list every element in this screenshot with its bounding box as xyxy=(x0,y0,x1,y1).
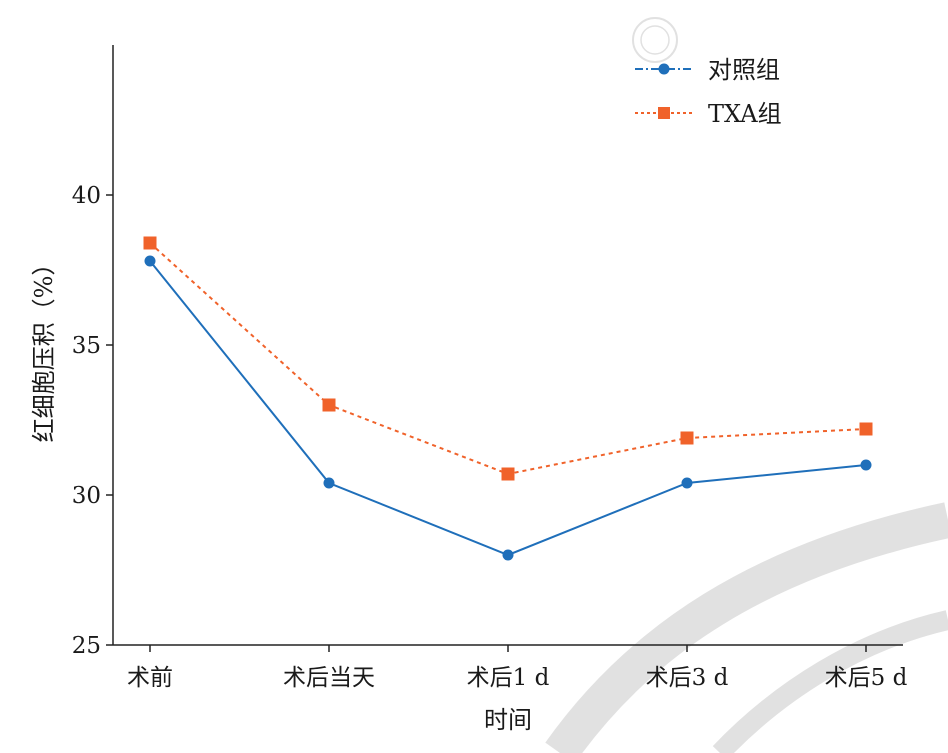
legend-marker-control xyxy=(658,63,670,75)
x-tick-label: 术后1 d xyxy=(467,665,550,691)
y-tick-label: 35 xyxy=(72,333,101,359)
data-point xyxy=(323,477,335,489)
y-tick-label: 40 xyxy=(72,183,101,209)
series-line xyxy=(149,242,867,476)
x-axis: 术前 术后当天 术后1 d 术后3 d 术后5 d xyxy=(113,644,908,691)
data-point xyxy=(502,549,514,561)
data-point xyxy=(143,236,157,250)
x-axis-title: 时间 xyxy=(484,706,532,734)
y-tick-label: 25 xyxy=(72,633,101,659)
y-axis-title: 红细胞压积（%） xyxy=(30,252,58,443)
series-layer xyxy=(143,236,873,561)
x-tick-label: 术后3 d xyxy=(646,665,729,691)
legend-label-txa: TXA组 xyxy=(708,100,782,128)
data-point xyxy=(680,431,694,445)
data-point xyxy=(322,398,336,412)
x-tick-label: 术后5 d xyxy=(825,665,908,691)
x-ticks: 术前 术后当天 术后1 d 术后3 d 术后5 d xyxy=(127,645,908,691)
watermark xyxy=(545,17,948,753)
y-ticks: 25 30 35 40 xyxy=(72,183,113,659)
y-axis: 25 30 35 40 xyxy=(72,45,114,659)
data-point xyxy=(501,467,515,481)
series-control xyxy=(144,255,872,561)
legend: 对照组 TXA组 xyxy=(635,56,782,128)
data-point xyxy=(860,459,872,471)
data-point xyxy=(144,255,156,267)
data-point xyxy=(859,422,873,436)
series-txa xyxy=(143,236,873,481)
series-line xyxy=(149,260,867,557)
y-tick-label: 30 xyxy=(72,483,101,509)
x-tick-label: 术前 xyxy=(127,665,173,691)
legend-item-txa: TXA组 xyxy=(635,100,782,128)
legend-label-control: 对照组 xyxy=(708,56,780,84)
legend-item-control: 对照组 xyxy=(635,56,780,84)
data-point xyxy=(681,477,693,489)
legend-marker-txa xyxy=(658,107,670,119)
x-tick-label: 术后当天 xyxy=(283,665,375,691)
